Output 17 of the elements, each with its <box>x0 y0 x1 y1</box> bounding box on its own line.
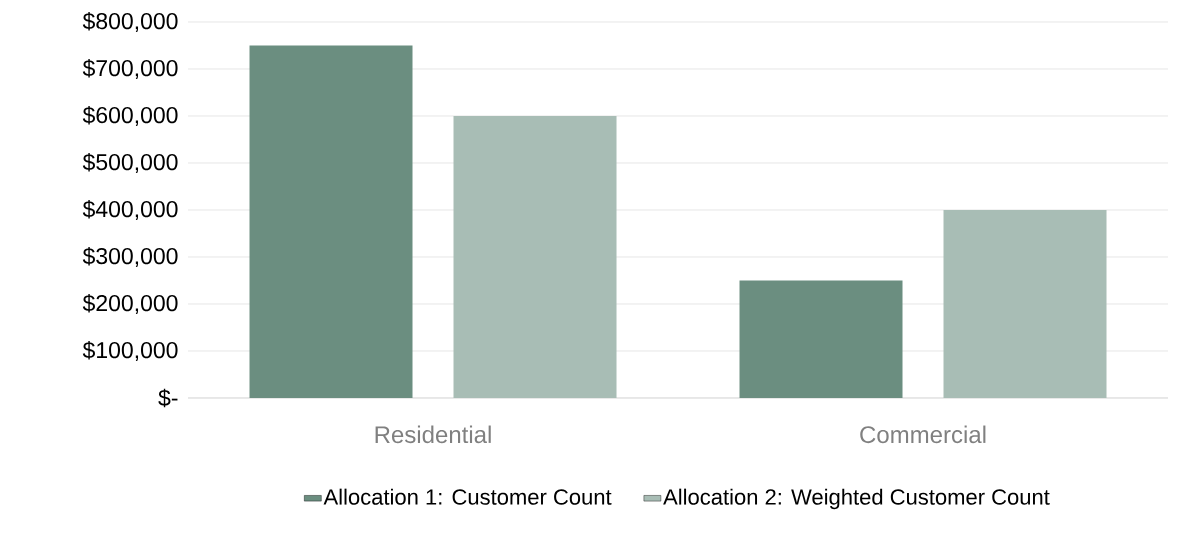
y-tick-label: $300,000 <box>82 247 178 267</box>
y-tick-label: $- <box>158 388 178 408</box>
x-tick-label: Residential <box>375 425 491 444</box>
bar <box>453 115 617 398</box>
bar <box>739 280 903 398</box>
y-tick-label: $600,000 <box>82 106 178 126</box>
bar <box>943 209 1107 398</box>
x-tick-label: Commercial <box>860 425 986 444</box>
legend-label: Allocation 2: Weighted Customer Count <box>663 488 1050 510</box>
legend-label: Allocation 1: Customer Count <box>323 488 612 505</box>
y-tick-label: $800,000 <box>82 12 178 32</box>
y-tick-label: $500,000 <box>82 153 178 173</box>
y-tick-label: $100,000 <box>82 341 178 361</box>
bar <box>249 45 413 398</box>
y-tick-label: $400,000 <box>82 200 178 220</box>
y-tick-label: $700,000 <box>82 59 178 79</box>
y-tick-label: $200,000 <box>82 294 178 314</box>
